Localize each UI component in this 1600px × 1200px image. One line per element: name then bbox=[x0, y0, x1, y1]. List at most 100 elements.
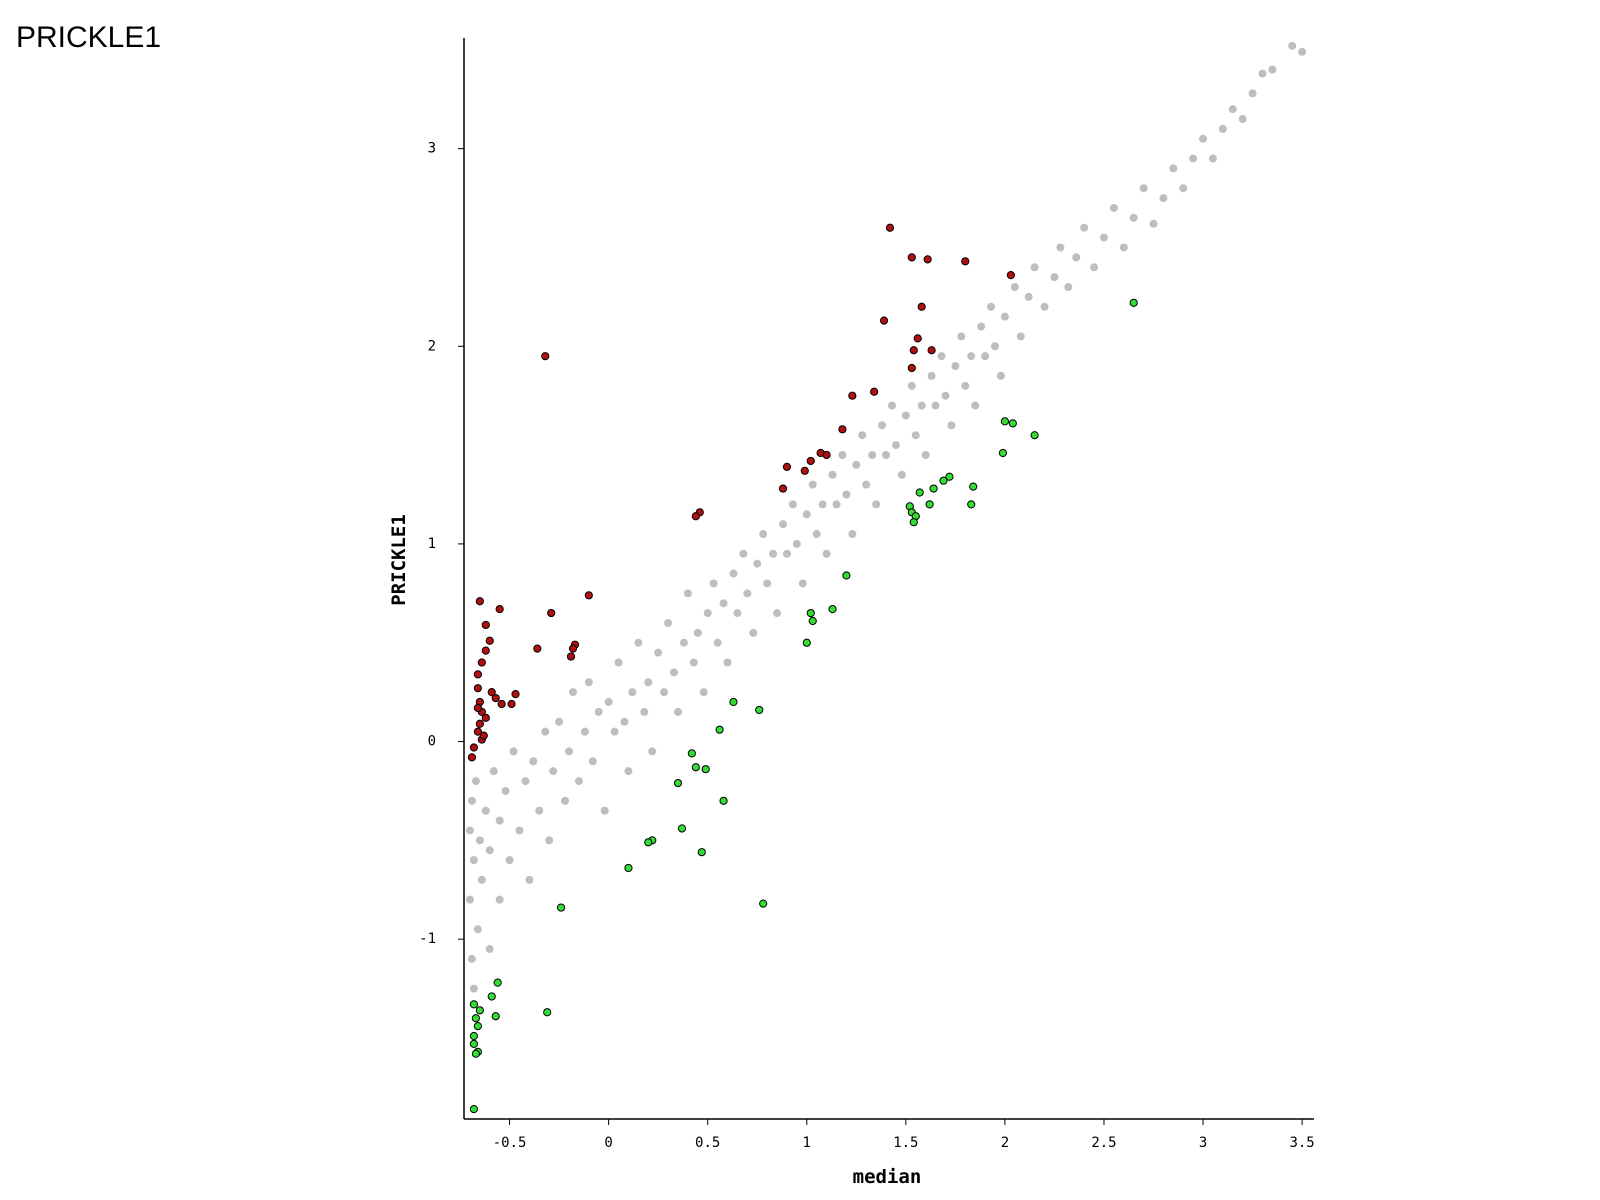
x-tick-label: 3.5 bbox=[1289, 1135, 1314, 1151]
point bbox=[917, 302, 926, 311]
point bbox=[624, 863, 633, 873]
point bbox=[755, 705, 764, 715]
point bbox=[778, 520, 787, 529]
point bbox=[870, 387, 879, 396]
point bbox=[555, 717, 564, 726]
point bbox=[1139, 184, 1148, 193]
point bbox=[759, 899, 768, 908]
point bbox=[769, 549, 778, 558]
point bbox=[1208, 154, 1217, 163]
point bbox=[891, 441, 900, 450]
point bbox=[475, 836, 484, 845]
point bbox=[640, 707, 649, 716]
point bbox=[969, 482, 978, 491]
point bbox=[471, 1014, 480, 1023]
point bbox=[481, 806, 490, 815]
point bbox=[687, 749, 696, 758]
point bbox=[838, 425, 847, 434]
point bbox=[868, 450, 877, 459]
point bbox=[561, 796, 570, 805]
point bbox=[852, 460, 861, 469]
y-tick-label: 3 bbox=[428, 141, 436, 157]
point bbox=[535, 806, 544, 815]
point bbox=[931, 401, 940, 410]
point bbox=[925, 500, 934, 509]
point bbox=[475, 1006, 484, 1015]
point bbox=[885, 223, 895, 232]
point bbox=[1109, 203, 1118, 212]
point bbox=[1006, 271, 1015, 280]
point bbox=[644, 678, 653, 687]
point bbox=[709, 579, 718, 588]
point bbox=[691, 763, 700, 772]
point bbox=[792, 539, 801, 548]
point bbox=[465, 895, 474, 904]
point bbox=[909, 518, 918, 527]
x-tick-label: 1 bbox=[803, 1135, 811, 1151]
point bbox=[487, 992, 496, 1001]
point bbox=[481, 646, 490, 655]
point bbox=[1056, 243, 1065, 252]
point bbox=[465, 826, 474, 835]
point bbox=[469, 1031, 479, 1041]
point bbox=[945, 472, 954, 481]
point bbox=[489, 767, 498, 776]
point bbox=[929, 484, 938, 493]
point bbox=[1179, 184, 1188, 193]
point bbox=[673, 707, 682, 716]
point bbox=[475, 719, 484, 728]
point bbox=[1238, 115, 1247, 124]
point bbox=[689, 658, 698, 667]
x-tick-label: 0 bbox=[604, 1135, 612, 1151]
point bbox=[927, 346, 936, 355]
point bbox=[1040, 302, 1049, 311]
point bbox=[505, 856, 514, 865]
point bbox=[842, 490, 851, 499]
point bbox=[723, 658, 732, 667]
point bbox=[485, 636, 494, 645]
x-tick-label: 0.5 bbox=[695, 1135, 720, 1151]
point bbox=[479, 731, 488, 740]
point bbox=[610, 727, 619, 736]
point bbox=[507, 699, 516, 709]
x-tick-label: 2 bbox=[1001, 1135, 1009, 1151]
y-axis-label: PRICKLE1 bbox=[388, 514, 410, 606]
point bbox=[806, 456, 815, 466]
x-tick-label: 2.5 bbox=[1091, 1135, 1116, 1151]
point bbox=[923, 255, 932, 264]
point bbox=[549, 767, 558, 776]
point bbox=[828, 605, 837, 614]
point bbox=[469, 1000, 479, 1009]
point bbox=[719, 599, 728, 608]
point bbox=[951, 362, 960, 371]
point bbox=[628, 688, 637, 697]
point bbox=[1000, 417, 1010, 426]
x-axis-label: median bbox=[853, 1166, 922, 1188]
point bbox=[729, 697, 738, 707]
y-tick-label: 2 bbox=[428, 338, 436, 354]
point bbox=[1000, 312, 1009, 321]
point bbox=[529, 757, 538, 766]
point bbox=[1008, 419, 1017, 428]
point bbox=[753, 559, 762, 568]
point bbox=[648, 747, 657, 756]
point bbox=[683, 589, 692, 598]
point bbox=[858, 431, 867, 440]
point bbox=[812, 530, 821, 539]
point bbox=[897, 470, 906, 479]
x-tick-label: -0.5 bbox=[493, 1135, 527, 1151]
point bbox=[719, 796, 728, 805]
point bbox=[1228, 105, 1237, 114]
point bbox=[802, 510, 811, 519]
point bbox=[887, 401, 896, 410]
point bbox=[533, 644, 542, 653]
point bbox=[879, 316, 889, 325]
point bbox=[713, 638, 722, 647]
point bbox=[998, 448, 1008, 458]
point bbox=[862, 480, 871, 489]
point bbox=[521, 777, 530, 786]
point bbox=[788, 500, 797, 509]
point bbox=[697, 848, 706, 857]
